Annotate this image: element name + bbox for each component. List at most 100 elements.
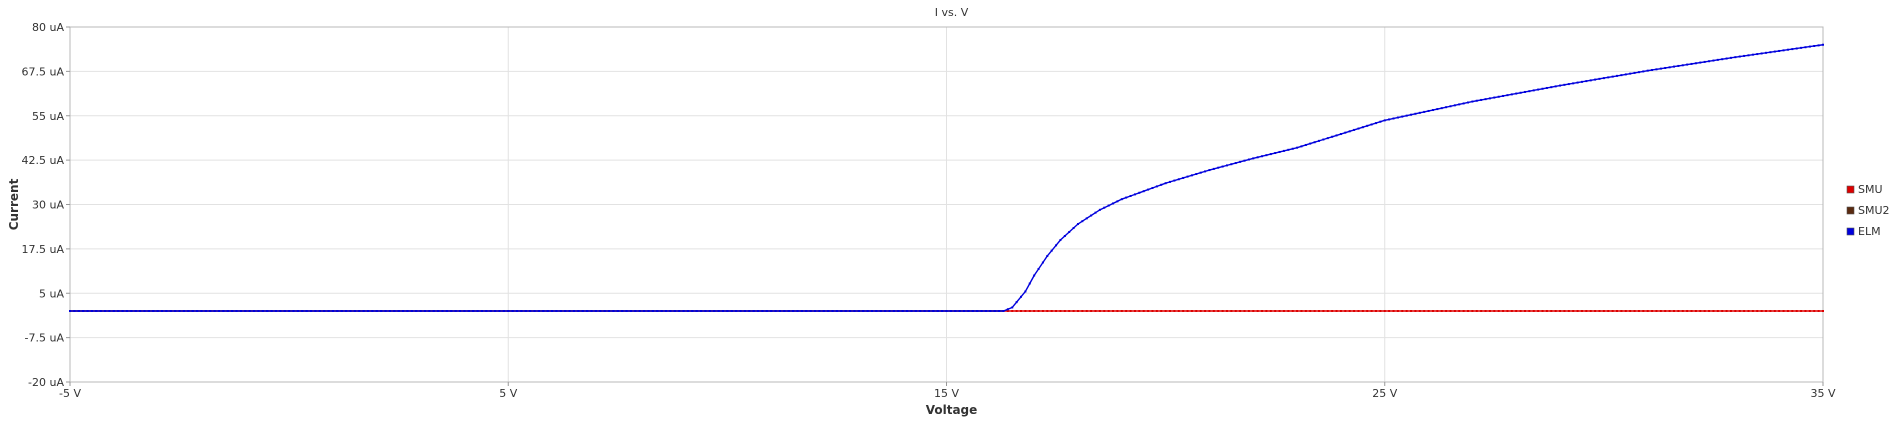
data-point: [480, 310, 483, 312]
data-point: [927, 310, 930, 312]
data-point: [1453, 104, 1456, 107]
y-tick-label: 80 uA: [32, 21, 64, 34]
data-point: [174, 310, 177, 312]
y-tick-label: 55 uA: [32, 110, 64, 123]
legend-item-elm[interactable]: ELM: [1846, 225, 1881, 238]
data-point: [1765, 51, 1768, 54]
data-point: [1813, 44, 1816, 47]
data-point: [279, 310, 282, 312]
data-point: [1611, 310, 1614, 312]
data-point: [1015, 301, 1018, 304]
data-point: [1747, 310, 1750, 312]
data-point: [130, 310, 133, 312]
data-point: [586, 310, 589, 312]
data-point: [1716, 58, 1719, 61]
legend-swatch: [1846, 206, 1855, 215]
data-point: [1129, 310, 1132, 312]
data-point: [1015, 310, 1018, 312]
data-point: [1804, 310, 1807, 312]
data-point: [1225, 310, 1228, 312]
data-point: [1133, 193, 1136, 196]
data-point: [1252, 310, 1255, 312]
data-point: [1261, 155, 1264, 158]
data-point: [1659, 67, 1662, 70]
data-point: [1322, 310, 1325, 312]
data-point: [1344, 131, 1347, 134]
data-point: [1589, 310, 1592, 312]
data-point: [1817, 310, 1820, 312]
data-point: [1725, 310, 1728, 312]
data-point: [1760, 52, 1763, 55]
data-point: [1795, 310, 1798, 312]
data-point: [1602, 310, 1605, 312]
data-point: [1576, 81, 1579, 84]
data-point: [1138, 191, 1141, 194]
data-point: [1361, 126, 1364, 129]
data-point: [239, 310, 242, 312]
data-point: [1725, 57, 1728, 60]
data-point: [651, 310, 654, 312]
data-point: [1357, 310, 1360, 312]
data-point: [1160, 183, 1163, 186]
data-point: [1401, 115, 1404, 118]
data-point: [1164, 310, 1167, 312]
data-point: [1199, 310, 1202, 312]
data-point: [1405, 310, 1408, 312]
data-point: [901, 310, 904, 312]
data-point: [1445, 310, 1448, 312]
data-point: [1458, 310, 1461, 312]
data-point: [1475, 99, 1478, 102]
data-point: [345, 310, 348, 312]
data-point: [292, 310, 295, 312]
data-point: [1427, 109, 1430, 112]
data-point: [739, 310, 742, 312]
data-point: [713, 310, 716, 312]
legend-item-smu[interactable]: SMU: [1846, 183, 1883, 196]
data-point: [1440, 107, 1443, 110]
data-point: [69, 310, 71, 312]
data-point: [906, 310, 909, 312]
data-point: [1629, 72, 1632, 75]
data-point: [1436, 310, 1439, 312]
data-point: [1063, 235, 1066, 238]
data-point: [1339, 133, 1342, 136]
data-point: [1190, 310, 1193, 312]
data-point: [1212, 167, 1215, 170]
data-point: [1497, 310, 1500, 312]
data-point: [1585, 310, 1588, 312]
data-point: [765, 310, 768, 312]
data-point: [1313, 141, 1316, 144]
data-point: [143, 310, 146, 312]
data-point: [1554, 310, 1557, 312]
data-point: [323, 310, 326, 312]
data-point: [261, 310, 264, 312]
data-point: [1348, 130, 1351, 133]
data-point: [840, 310, 843, 312]
data-point: [704, 310, 707, 312]
data-point: [792, 310, 795, 312]
x-tick-label: 5 V: [499, 387, 517, 400]
data-point: [1594, 78, 1597, 81]
series-layer: [69, 43, 1824, 312]
x-tick-label: 15 V: [934, 387, 959, 400]
data-point: [152, 310, 155, 312]
data-point: [1598, 77, 1601, 80]
data-point: [1782, 49, 1785, 52]
data-point: [1374, 310, 1377, 312]
data-point: [551, 310, 554, 312]
data-point: [665, 310, 668, 312]
data-point: [1366, 124, 1369, 127]
data-point: [1791, 310, 1794, 312]
data-point: [450, 310, 453, 312]
data-point: [1155, 310, 1158, 312]
data-point: [1480, 98, 1483, 101]
legend-item-smu2[interactable]: SMU2: [1846, 204, 1890, 217]
data-point: [822, 310, 825, 312]
data-point: [892, 310, 895, 312]
data-point: [678, 310, 681, 312]
data-point: [1173, 179, 1176, 182]
data-point: [1020, 295, 1022, 298]
data-point: [1370, 123, 1373, 126]
data-point: [1585, 80, 1588, 83]
data-point: [1296, 310, 1299, 312]
